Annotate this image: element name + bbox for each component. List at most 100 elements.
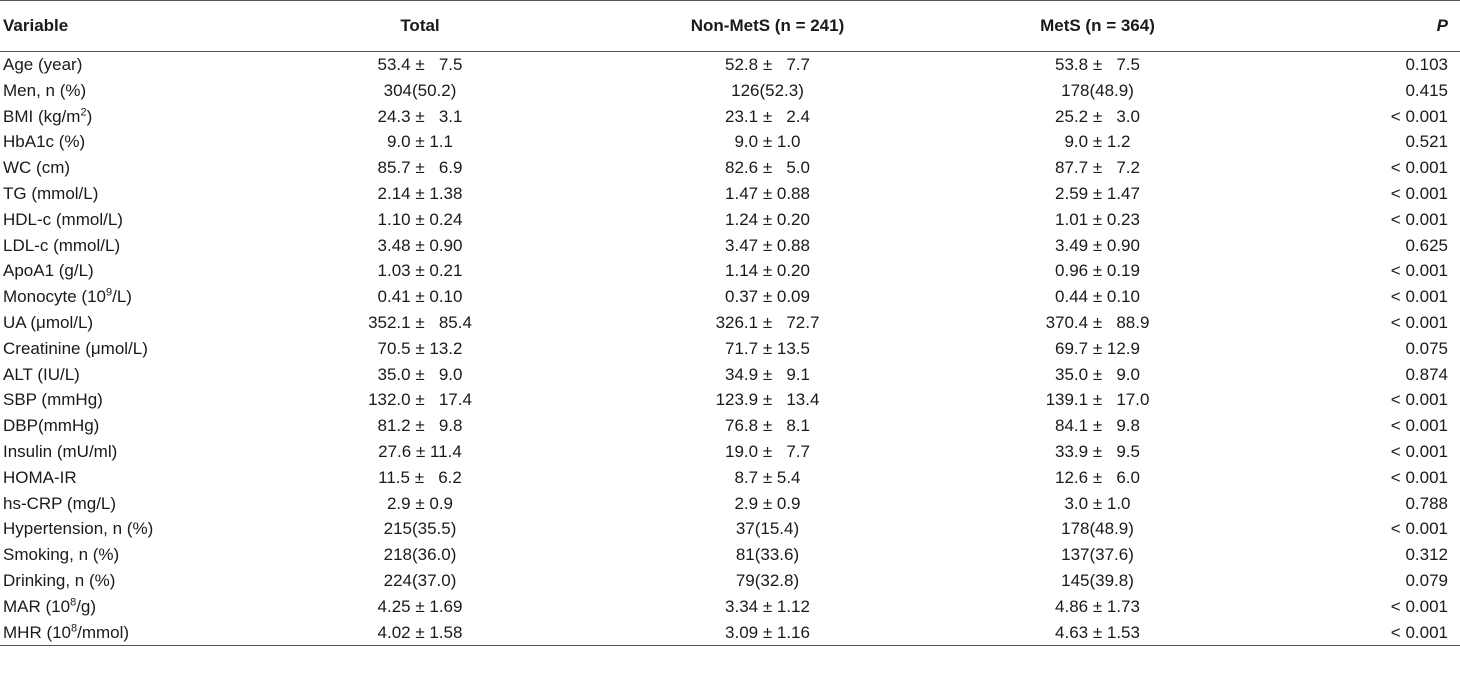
header-non-mets: Non-MetS (n = 241) — [610, 0, 925, 52]
p-value-cell: < 0.001 — [1390, 158, 1448, 178]
total-cell: 81.2 ± 9.8 — [377, 416, 463, 436]
table-row: DBP(mmHg) 81.2 ± 9.8 76.8 ± 8.1 84.1 ± 9.8 <… — [0, 413, 1460, 439]
total-cell: 352.1 ± 85.4 — [368, 312, 472, 332]
header-variable: Variable — [0, 0, 230, 52]
total-cell: 11.5 ± 6.2 — [378, 467, 462, 487]
non-mets-cell: 23.1 ± 2.4 — [725, 106, 810, 126]
non-mets-cell: 82.6 ± 5.0 — [725, 158, 810, 178]
total-cell: 3.48 ± 0.90 — [377, 235, 463, 255]
table-row: Hypertension, n (%) 215(35.5) 37(15.4) 178(… — [0, 516, 1460, 542]
variable-label-text: MAR (10 — [3, 596, 71, 616]
total-cell: 304(50.2) — [383, 80, 457, 100]
total-cell: 1.03 ± 0.21 — [377, 261, 463, 281]
variable-label-text: MHR (10 — [3, 622, 72, 642]
header-total: Total — [230, 0, 610, 52]
non-mets-cell: 3.47 ± 0.88 — [725, 235, 810, 255]
total-cell: 215(35.5) — [383, 519, 457, 539]
total-cell: 70.5 ± 13.2 — [377, 338, 463, 358]
table-row: UA (μmol/L) 352.1 ± 85.4 326.1 ± 72.7 370.4… — [0, 310, 1460, 336]
header-row: Variable Total Non-MetS (n = 241) MetS (… — [0, 0, 1460, 52]
table-row: MAR (108/g) 4.25 ± 1.69 3.34 ± 1.12 4.86 ± … — [0, 594, 1460, 620]
mets-cell: 2.59 ± 1.47 — [1055, 183, 1140, 203]
non-mets-cell: 1.47 ± 0.88 — [725, 183, 810, 203]
table-row: TG (mmol/L) 2.14 ± 1.38 1.47 ± 0.88 2.59 ± … — [0, 181, 1460, 207]
mets-cell: 35.0 ± 9.0 — [1055, 364, 1140, 384]
non-mets-cell: 19.0 ± 7.7 — [725, 441, 810, 461]
table-row: Monocyte (109/L) 0.41 ± 0.10 0.37 ± 0.09 0.… — [0, 284, 1460, 310]
variable-cell: Creatinine (μmol/L) — [3, 338, 148, 358]
variable-cell: WC (cm) — [3, 158, 71, 178]
variable-cell: TG (mmol/L) — [3, 183, 99, 203]
non-mets-cell: 81(33.6) — [735, 545, 800, 565]
variable-label-unit: /L) — [112, 287, 132, 307]
total-cell: 224(37.0) — [383, 570, 457, 590]
total-cell: 24.3 ± 3.1 — [377, 106, 463, 126]
variable-cell: HDL-c (mmol/L) — [3, 209, 123, 229]
variable-cell: HbA1c (%) — [3, 132, 86, 152]
table-row: BMI (kg/m2) 24.3 ± 3.1 23.1 ± 2.4 25.2 ± 3.… — [0, 104, 1460, 130]
mets-cell: 137(37.6) — [1061, 545, 1134, 565]
variable-label-exponent: 2 — [80, 105, 87, 118]
table-row: HbA1c (%) 9.0 ± 1.1 9.0 ± 1.0 9.0 ± 1.2 0.52… — [0, 129, 1460, 155]
p-value-cell: < 0.001 — [1390, 261, 1448, 281]
variable-label-exponent: 8 — [71, 621, 78, 634]
total-cell: 1.10 ± 0.24 — [377, 209, 463, 229]
non-mets-cell: 126(52.3) — [731, 80, 804, 100]
p-value-cell: < 0.001 — [1390, 467, 1448, 487]
table-row: Insulin (mU/ml) 27.6 ± 11.4 19.0 ± 7.7 33.9… — [0, 439, 1460, 465]
table-row: HDL-c (mmol/L) 1.10 ± 0.24 1.24 ± 0.20 1.01… — [0, 207, 1460, 233]
non-mets-cell: 9.0 ± 1.0 — [734, 132, 801, 152]
table-row: HOMA-IR 11.5 ± 6.2 8.7 ± 5.4 12.6 ± 6.0 < 0.… — [0, 465, 1460, 491]
non-mets-cell: 0.37 ± 0.09 — [725, 287, 810, 307]
table-row: Age (year) 53.4 ± 7.5 52.8 ± 7.7 53.8 ± 7.5… — [0, 52, 1460, 78]
variable-cell: Drinking, n (%) — [3, 570, 116, 590]
p-value-cell: < 0.001 — [1390, 183, 1448, 203]
table-row: WC (cm) 85.7 ± 6.9 82.6 ± 5.0 87.7 ± 7.2 < 0… — [0, 155, 1460, 181]
total-cell: 2.9 ± 0.9 — [386, 493, 454, 513]
mets-cell: 84.1 ± 9.8 — [1055, 416, 1140, 436]
non-mets-cell: 3.34 ± 1.12 — [725, 596, 810, 616]
mets-cell: 4.86 ± 1.73 — [1055, 596, 1140, 616]
variable-cell: HOMA-IR — [3, 467, 77, 487]
mets-cell: 145(39.8) — [1061, 570, 1134, 590]
non-mets-cell: 76.8 ± 8.1 — [725, 416, 810, 436]
non-mets-cell: 8.7 ± 5.4 — [734, 467, 801, 487]
mets-cell: 53.8 ± 7.5 — [1055, 55, 1140, 74]
non-mets-cell: 326.1 ± 72.7 — [715, 312, 820, 332]
variable-label-exponent: 9 — [106, 286, 113, 299]
p-value-cell: 0.788 — [1405, 493, 1448, 513]
variable-cell: BMI (kg/m2) — [0, 104, 230, 130]
total-cell: 0.41 ± 0.10 — [377, 287, 463, 307]
non-mets-cell: 3.09 ± 1.16 — [610, 619, 925, 647]
variable-cell: SBP (mmHg) — [3, 390, 103, 410]
p-value-cell: < 0.001 — [1390, 596, 1448, 616]
table-row: ALT (IU/L) 35.0 ± 9.0 34.9 ± 9.1 35.0 ± 9.0… — [0, 362, 1460, 388]
non-mets-cell: 123.9 ± 13.4 — [715, 390, 820, 410]
p-value-cell: < 0.001 — [1390, 312, 1448, 332]
variable-cell: ApoA1 (g/L) — [3, 261, 94, 281]
variable-cell: Smoking, n (%) — [3, 545, 120, 565]
total-cell: 2.14 ± 1.38 — [377, 183, 463, 203]
non-mets-cell: 2.9 ± 0.9 — [734, 493, 801, 513]
mets-cell: 139.1 ± 17.0 — [1045, 390, 1150, 410]
p-value-cell: < 0.001 — [1390, 441, 1448, 461]
total-cell: 53.4 ± 7.5 — [377, 55, 463, 74]
variable-cell: LDL-c (mmol/L) — [3, 235, 121, 255]
p-value-cell: < 0.001 — [1390, 416, 1448, 436]
variable-label-text: BMI (kg/m — [3, 106, 81, 126]
variable-cell: MAR (108/g) — [0, 594, 230, 620]
mets-cell: 1.01 ± 0.23 — [1055, 209, 1140, 229]
variable-cell: Age (year) — [3, 55, 83, 74]
variable-cell: Men, n (%) — [3, 80, 87, 100]
p-value-cell: < 0.001 — [1270, 619, 1460, 647]
total-cell: 4.02 ± 1.58 — [230, 619, 610, 647]
variable-cell: hs-CRP (mg/L) — [3, 493, 117, 513]
header-p-value: P — [1270, 0, 1460, 52]
characteristics-table: Variable Total Non-MetS (n = 241) MetS (… — [0, 0, 1460, 647]
total-cell: 35.0 ± 9.0 — [377, 364, 463, 384]
variable-cell: UA (μmol/L) — [3, 312, 94, 332]
p-value-cell: 0.079 — [1405, 570, 1448, 590]
variable-label-unit: /mmol) — [77, 622, 130, 642]
non-mets-cell: 37(15.4) — [735, 519, 800, 539]
p-value-cell: 0.415 — [1405, 80, 1448, 100]
